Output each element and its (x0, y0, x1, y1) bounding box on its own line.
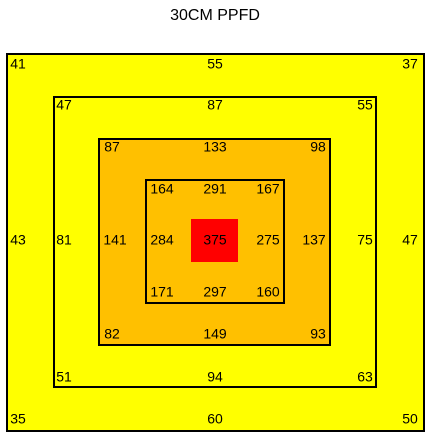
ppfd-value: 87 (104, 139, 120, 155)
ppfd-value: 41 (10, 56, 26, 72)
title: 30CM PPFD (170, 7, 260, 24)
ppfd-value: 37 (402, 56, 418, 72)
ppfd-value: 291 (203, 181, 227, 197)
ppfd-value: 297 (203, 284, 227, 300)
ppfd-value: 75 (357, 232, 373, 248)
labels: 41 55 37 43 47 35 60 50 47 87 55 81 75 51 94 63 87 133 98 1… (10, 56, 418, 427)
ppfd-value: 98 (310, 139, 326, 155)
center-cell (191, 219, 238, 262)
ppfd-value: 93 (310, 326, 326, 342)
ppfd-value: 43 (10, 232, 26, 248)
ppfd-value: 51 (56, 369, 72, 385)
ppfd-value: 63 (357, 369, 373, 385)
ppfd-value: 87 (207, 97, 223, 113)
ppfd-value: 55 (207, 56, 223, 72)
ppfd-value: 55 (357, 97, 373, 113)
ppfd-value: 47 (402, 232, 418, 248)
ppfd-value: 133 (203, 139, 227, 155)
ppfd-value: 82 (104, 326, 120, 342)
ppfd-value: 81 (56, 232, 72, 248)
ppfd-value: 149 (203, 326, 227, 342)
ppfd-value: 284 (150, 232, 174, 248)
ppfd-value: 137 (302, 232, 326, 248)
ppfd-value: 47 (56, 97, 72, 113)
ppfd-value: 160 (256, 284, 280, 300)
ppfd-value: 35 (10, 411, 26, 427)
ppfd-value: 141 (103, 232, 127, 248)
ppfd-value: 60 (207, 411, 223, 427)
ppfd-value: 50 (402, 411, 418, 427)
ppfd-value: 164 (150, 181, 174, 197)
ppfd-value: 94 (207, 369, 223, 385)
ppfd-value: 171 (150, 284, 174, 300)
ppfd-value: 275 (256, 232, 280, 248)
center-value: 375 (203, 232, 227, 248)
ppfd-value: 167 (256, 181, 280, 197)
